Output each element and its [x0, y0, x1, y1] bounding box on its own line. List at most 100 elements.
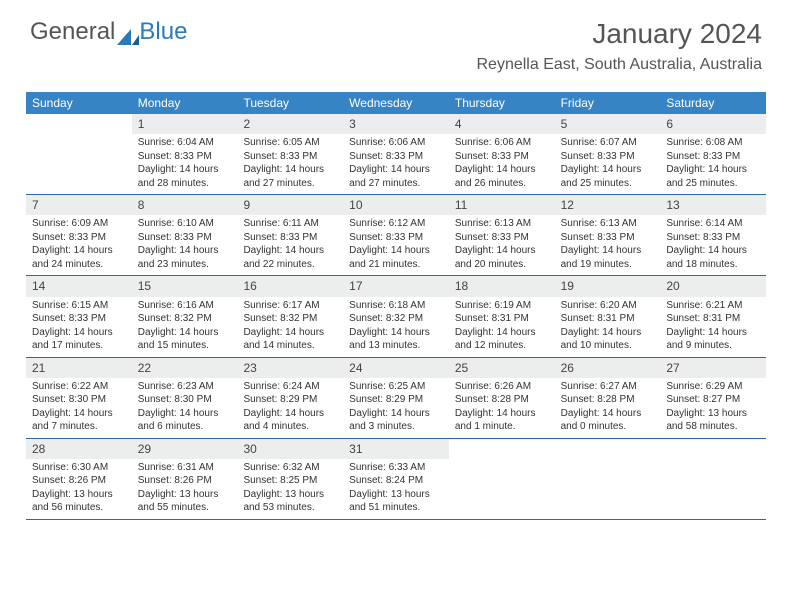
day-body: Sunrise: 6:13 AMSunset: 8:33 PMDaylight:…	[449, 215, 555, 275]
day-number: 12	[555, 195, 661, 215]
day-number: 19	[555, 276, 661, 296]
page-subtitle: Reynella East, South Australia, Australi…	[477, 56, 763, 74]
day-body: Sunrise: 6:31 AMSunset: 8:26 PMDaylight:…	[132, 459, 238, 519]
page-title: January 2024	[477, 18, 763, 50]
day-number: 11	[449, 195, 555, 215]
day-number: 28	[26, 439, 132, 459]
day-number: 21	[26, 358, 132, 378]
day-body: Sunrise: 6:17 AMSunset: 8:32 PMDaylight:…	[237, 297, 343, 357]
day-cell: 10Sunrise: 6:12 AMSunset: 8:33 PMDayligh…	[343, 195, 449, 275]
day-body: Sunrise: 6:09 AMSunset: 8:33 PMDaylight:…	[26, 215, 132, 275]
day-cell: 15Sunrise: 6:16 AMSunset: 8:32 PMDayligh…	[132, 276, 238, 356]
day-body: Sunrise: 6:30 AMSunset: 8:26 PMDaylight:…	[26, 459, 132, 519]
week-row: 1Sunrise: 6:04 AMSunset: 8:33 PMDaylight…	[26, 114, 766, 195]
day-cell	[555, 439, 661, 519]
day-number: 7	[26, 195, 132, 215]
dow-thursday: Thursday	[449, 92, 555, 114]
day-number: 23	[237, 358, 343, 378]
day-number: 14	[26, 276, 132, 296]
day-body: Sunrise: 6:27 AMSunset: 8:28 PMDaylight:…	[555, 378, 661, 438]
week-row: 28Sunrise: 6:30 AMSunset: 8:26 PMDayligh…	[26, 439, 766, 520]
day-cell: 25Sunrise: 6:26 AMSunset: 8:28 PMDayligh…	[449, 358, 555, 438]
day-cell: 30Sunrise: 6:32 AMSunset: 8:25 PMDayligh…	[237, 439, 343, 519]
day-body: Sunrise: 6:29 AMSunset: 8:27 PMDaylight:…	[660, 378, 766, 438]
day-cell: 26Sunrise: 6:27 AMSunset: 8:28 PMDayligh…	[555, 358, 661, 438]
dow-wednesday: Wednesday	[343, 92, 449, 114]
day-cell: 6Sunrise: 6:08 AMSunset: 8:33 PMDaylight…	[660, 114, 766, 194]
day-number: 27	[660, 358, 766, 378]
day-number: 22	[132, 358, 238, 378]
day-body: Sunrise: 6:10 AMSunset: 8:33 PMDaylight:…	[132, 215, 238, 275]
day-cell: 28Sunrise: 6:30 AMSunset: 8:26 PMDayligh…	[26, 439, 132, 519]
day-body: Sunrise: 6:32 AMSunset: 8:25 PMDaylight:…	[237, 459, 343, 519]
day-cell: 21Sunrise: 6:22 AMSunset: 8:30 PMDayligh…	[26, 358, 132, 438]
day-body: Sunrise: 6:04 AMSunset: 8:33 PMDaylight:…	[132, 134, 238, 194]
day-cell	[26, 114, 132, 194]
day-cell: 22Sunrise: 6:23 AMSunset: 8:30 PMDayligh…	[132, 358, 238, 438]
day-number: 26	[555, 358, 661, 378]
day-number: 30	[237, 439, 343, 459]
day-cell: 8Sunrise: 6:10 AMSunset: 8:33 PMDaylight…	[132, 195, 238, 275]
day-number: 29	[132, 439, 238, 459]
day-body: Sunrise: 6:13 AMSunset: 8:33 PMDaylight:…	[555, 215, 661, 275]
dow-sunday: Sunday	[26, 92, 132, 114]
day-number: 13	[660, 195, 766, 215]
calendar-body: 1Sunrise: 6:04 AMSunset: 8:33 PMDaylight…	[26, 114, 766, 520]
day-of-week-header: SundayMondayTuesdayWednesdayThursdayFrid…	[26, 92, 766, 114]
day-number: 15	[132, 276, 238, 296]
day-number: 1	[132, 114, 238, 134]
day-body: Sunrise: 6:19 AMSunset: 8:31 PMDaylight:…	[449, 297, 555, 357]
day-number: 8	[132, 195, 238, 215]
dow-friday: Friday	[555, 92, 661, 114]
day-cell	[449, 439, 555, 519]
day-body: Sunrise: 6:21 AMSunset: 8:31 PMDaylight:…	[660, 297, 766, 357]
day-cell: 5Sunrise: 6:07 AMSunset: 8:33 PMDaylight…	[555, 114, 661, 194]
calendar: SundayMondayTuesdayWednesdayThursdayFrid…	[26, 92, 766, 520]
day-cell: 24Sunrise: 6:25 AMSunset: 8:29 PMDayligh…	[343, 358, 449, 438]
day-body: Sunrise: 6:26 AMSunset: 8:28 PMDaylight:…	[449, 378, 555, 438]
day-cell: 3Sunrise: 6:06 AMSunset: 8:33 PMDaylight…	[343, 114, 449, 194]
day-number: 25	[449, 358, 555, 378]
header: General Blue January 2024 Reynella East,…	[0, 0, 792, 82]
day-cell: 2Sunrise: 6:05 AMSunset: 8:33 PMDaylight…	[237, 114, 343, 194]
day-body: Sunrise: 6:08 AMSunset: 8:33 PMDaylight:…	[660, 134, 766, 194]
day-body: Sunrise: 6:22 AMSunset: 8:30 PMDaylight:…	[26, 378, 132, 438]
day-cell: 4Sunrise: 6:06 AMSunset: 8:33 PMDaylight…	[449, 114, 555, 194]
day-body: Sunrise: 6:11 AMSunset: 8:33 PMDaylight:…	[237, 215, 343, 275]
dow-tuesday: Tuesday	[237, 92, 343, 114]
day-cell: 16Sunrise: 6:17 AMSunset: 8:32 PMDayligh…	[237, 276, 343, 356]
day-number: 4	[449, 114, 555, 134]
logo-sail-icon	[117, 24, 139, 40]
day-cell: 14Sunrise: 6:15 AMSunset: 8:33 PMDayligh…	[26, 276, 132, 356]
logo: General Blue	[30, 18, 187, 46]
week-row: 14Sunrise: 6:15 AMSunset: 8:33 PMDayligh…	[26, 276, 766, 357]
dow-saturday: Saturday	[660, 92, 766, 114]
day-cell: 1Sunrise: 6:04 AMSunset: 8:33 PMDaylight…	[132, 114, 238, 194]
day-cell: 27Sunrise: 6:29 AMSunset: 8:27 PMDayligh…	[660, 358, 766, 438]
day-number: 3	[343, 114, 449, 134]
day-cell: 17Sunrise: 6:18 AMSunset: 8:32 PMDayligh…	[343, 276, 449, 356]
day-number: 17	[343, 276, 449, 296]
day-number: 20	[660, 276, 766, 296]
week-row: 21Sunrise: 6:22 AMSunset: 8:30 PMDayligh…	[26, 358, 766, 439]
week-row: 7Sunrise: 6:09 AMSunset: 8:33 PMDaylight…	[26, 195, 766, 276]
day-body: Sunrise: 6:16 AMSunset: 8:32 PMDaylight:…	[132, 297, 238, 357]
day-number: 18	[449, 276, 555, 296]
day-cell: 19Sunrise: 6:20 AMSunset: 8:31 PMDayligh…	[555, 276, 661, 356]
day-cell: 29Sunrise: 6:31 AMSunset: 8:26 PMDayligh…	[132, 439, 238, 519]
day-cell: 11Sunrise: 6:13 AMSunset: 8:33 PMDayligh…	[449, 195, 555, 275]
day-cell: 23Sunrise: 6:24 AMSunset: 8:29 PMDayligh…	[237, 358, 343, 438]
day-body: Sunrise: 6:15 AMSunset: 8:33 PMDaylight:…	[26, 297, 132, 357]
day-body: Sunrise: 6:06 AMSunset: 8:33 PMDaylight:…	[449, 134, 555, 194]
day-body: Sunrise: 6:24 AMSunset: 8:29 PMDaylight:…	[237, 378, 343, 438]
day-body: Sunrise: 6:23 AMSunset: 8:30 PMDaylight:…	[132, 378, 238, 438]
day-cell: 31Sunrise: 6:33 AMSunset: 8:24 PMDayligh…	[343, 439, 449, 519]
day-body: Sunrise: 6:33 AMSunset: 8:24 PMDaylight:…	[343, 459, 449, 519]
day-body: Sunrise: 6:05 AMSunset: 8:33 PMDaylight:…	[237, 134, 343, 194]
day-body: Sunrise: 6:18 AMSunset: 8:32 PMDaylight:…	[343, 297, 449, 357]
logo-text-a: General	[30, 18, 115, 46]
day-cell: 13Sunrise: 6:14 AMSunset: 8:33 PMDayligh…	[660, 195, 766, 275]
dow-monday: Monday	[132, 92, 238, 114]
day-cell: 18Sunrise: 6:19 AMSunset: 8:31 PMDayligh…	[449, 276, 555, 356]
day-body: Sunrise: 6:12 AMSunset: 8:33 PMDaylight:…	[343, 215, 449, 275]
